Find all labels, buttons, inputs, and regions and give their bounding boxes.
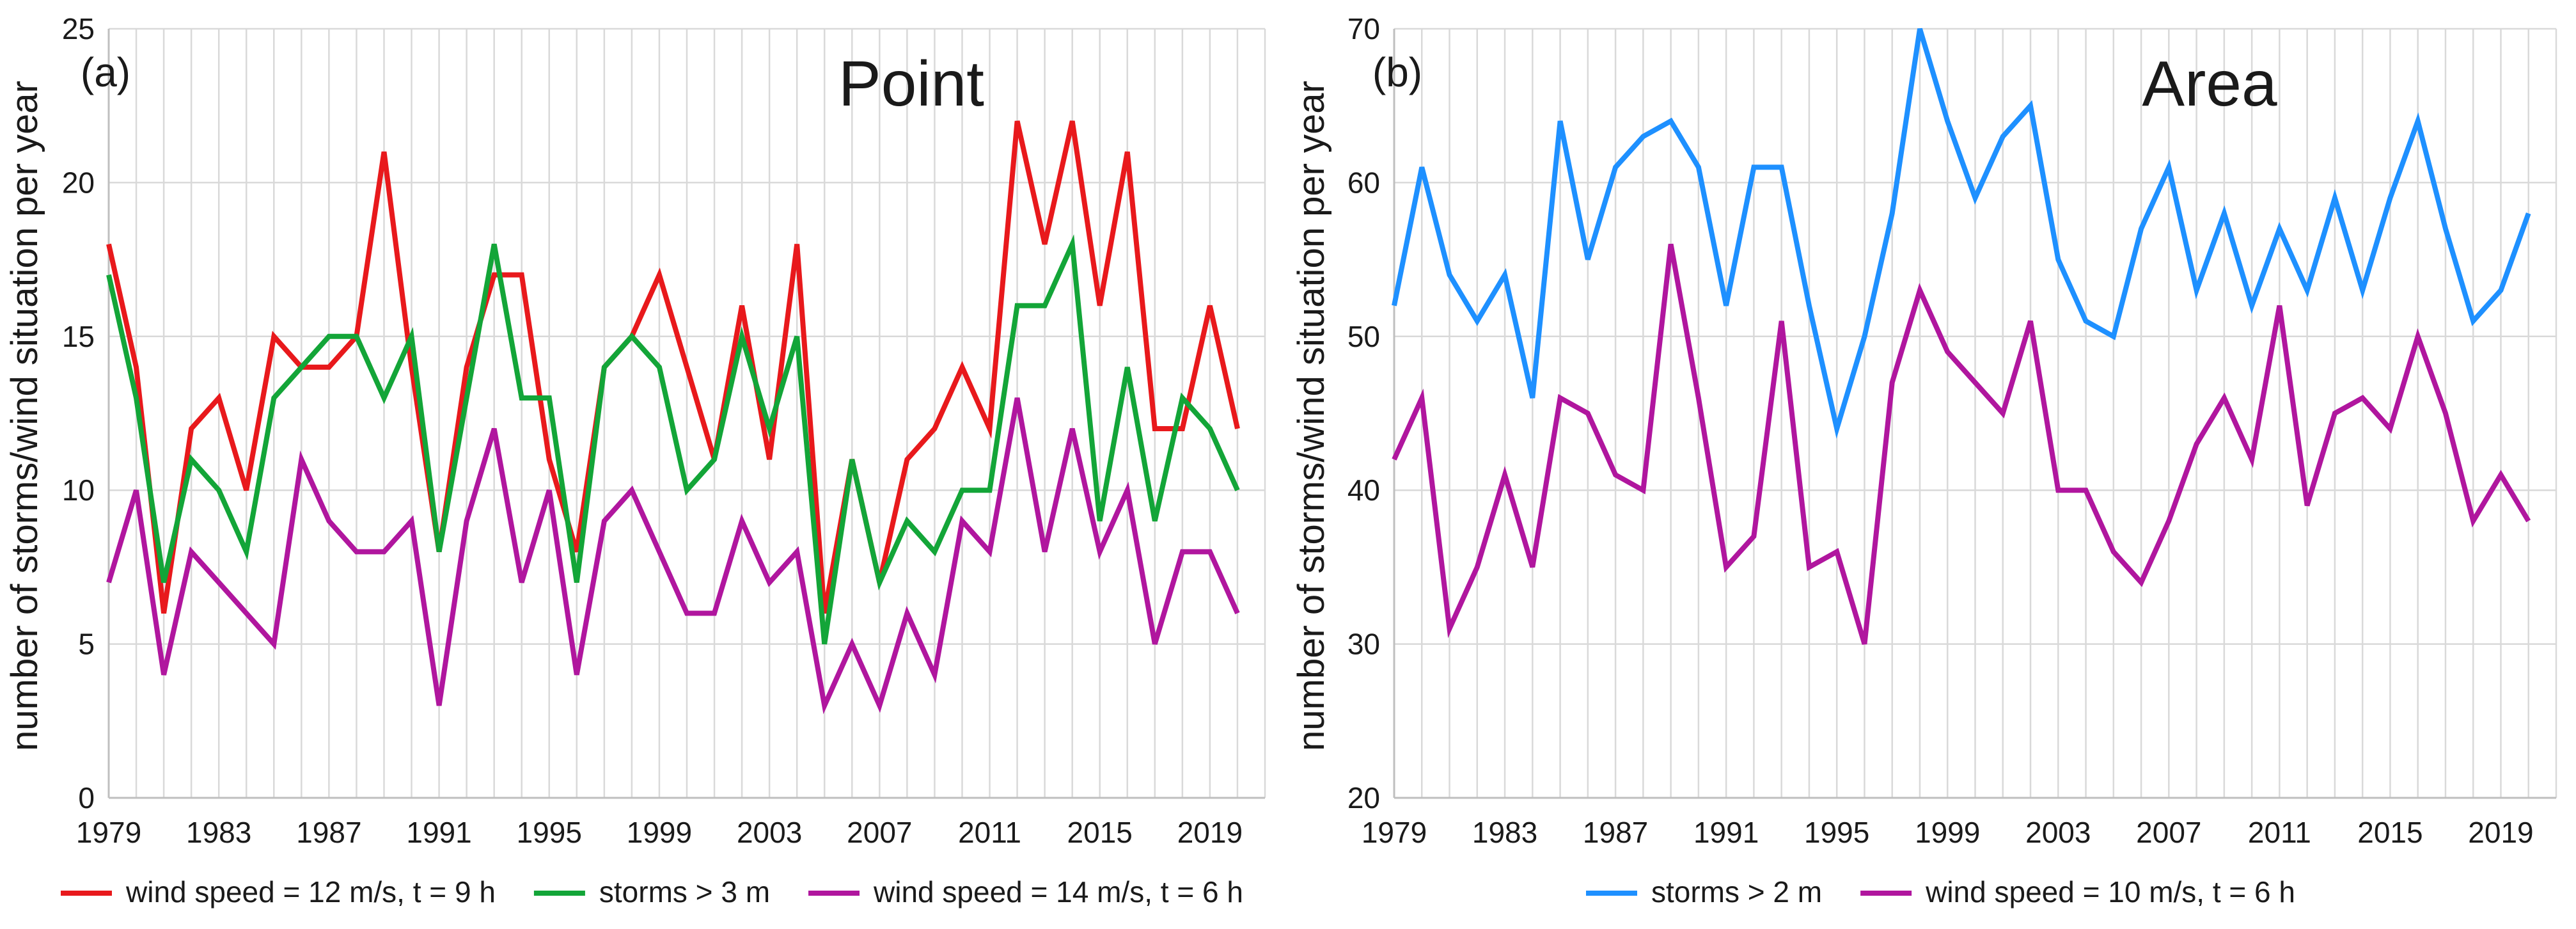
panel-b-legend: storms > 2 m wind speed = 10 m/s, t = 6 h <box>1586 875 2295 909</box>
panel-b-ytick-label: 20 <box>1347 781 1380 814</box>
panel-b-xtick-label: 1991 <box>1693 816 1759 849</box>
panel-a-ytick-label: 0 <box>78 781 95 814</box>
panel-a-xtick-label: 2015 <box>1067 816 1133 849</box>
panel-b-area: 20 30 40 50 60 70 1979 1983 1987 1991 1995 1999 2003… <box>1291 12 2557 909</box>
panel-a-legend-label-2: storms > 3 m <box>599 875 770 909</box>
panel-b-xtick-label: 2007 <box>2136 816 2201 849</box>
panel-b-ytick-label: 40 <box>1347 473 1380 507</box>
panel-b-xtick-label: 2019 <box>2468 816 2533 849</box>
panel-b-legend-label-2: wind speed = 10 m/s, t = 6 h <box>1925 875 2295 909</box>
panel-a-xtick-label: 1991 <box>406 816 471 849</box>
panel-b-ytick-label: 60 <box>1347 166 1380 199</box>
panel-b-ytick-label: 30 <box>1347 628 1380 661</box>
panel-b-series-line-2 <box>1392 243 2531 645</box>
panel-b-xtick-label: 1983 <box>1472 816 1537 849</box>
panel-b-xtick-label: 2011 <box>2248 816 2311 849</box>
panel-b-xtick-label: 1999 <box>1915 816 1980 849</box>
panel-b-y-axis-label: number of storms/wind situation per year <box>1291 81 1332 751</box>
panel-a-xtick-label: 1979 <box>76 816 141 849</box>
panel-b-ytick-label: 50 <box>1347 320 1380 353</box>
panel-a-xtick-label: 2003 <box>737 816 802 849</box>
panel-b-series-line-1 <box>1392 28 2531 439</box>
panel-a-series-line-1 <box>106 120 1240 614</box>
panel-b-xtick-label: 1987 <box>1583 816 1648 849</box>
panel-a-title: Point <box>838 48 984 120</box>
panel-a-xtick-label: 2019 <box>1177 816 1243 849</box>
panel-a-xtick-label: 1995 <box>517 816 582 849</box>
panel-a-point: 0 5 10 15 20 25 1979 1983 1987 1991 1995 1999 2003 20… <box>4 12 1266 909</box>
panel-b-xtick-label: 2003 <box>2025 816 2091 849</box>
panel-b-xtick-label: 1979 <box>1362 816 1427 849</box>
panel-b-title: Area <box>2142 48 2277 120</box>
panel-a-legend: wind speed = 12 m/s, t = 9 h storms > 3 m… <box>61 875 1243 909</box>
panel-a-xtick-label: 1999 <box>627 816 692 849</box>
panel-b-ytick-label: 70 <box>1347 12 1380 45</box>
panel-a-ytick-label: 25 <box>62 12 95 45</box>
panel-a-xtick-label: 2011 <box>958 816 1021 849</box>
panel-a-xtick-label: 2007 <box>847 816 912 849</box>
panel-a-legend-label-1: wind speed = 12 m/s, t = 9 h <box>125 875 496 909</box>
panel-a-series-line-2 <box>106 234 1240 645</box>
panel-a-series-line-3 <box>106 397 1240 715</box>
panel-b-legend-label-1: storms > 2 m <box>1651 875 1822 909</box>
panel-a-legend-label-3: wind speed = 14 m/s, t = 6 h <box>873 875 1243 909</box>
panel-a-panel-label: (a) <box>81 49 130 95</box>
panel-a-ytick-label: 5 <box>78 628 95 661</box>
panel-a-y-axis-label: number of storms/wind situation per year <box>4 81 45 751</box>
panel-b-panel-label: (b) <box>1372 49 1422 95</box>
panel-b-xtick-label: 1995 <box>1804 816 1869 849</box>
panel-a-ytick-label: 15 <box>62 320 95 353</box>
panel-a-xtick-label: 1987 <box>296 816 361 849</box>
panel-b-xtick-label: 2015 <box>2357 816 2423 849</box>
panel-a-xtick-label: 1983 <box>186 816 251 849</box>
panel-a-ytick-label: 10 <box>62 473 95 507</box>
panel-a-ytick-label: 20 <box>62 166 95 199</box>
